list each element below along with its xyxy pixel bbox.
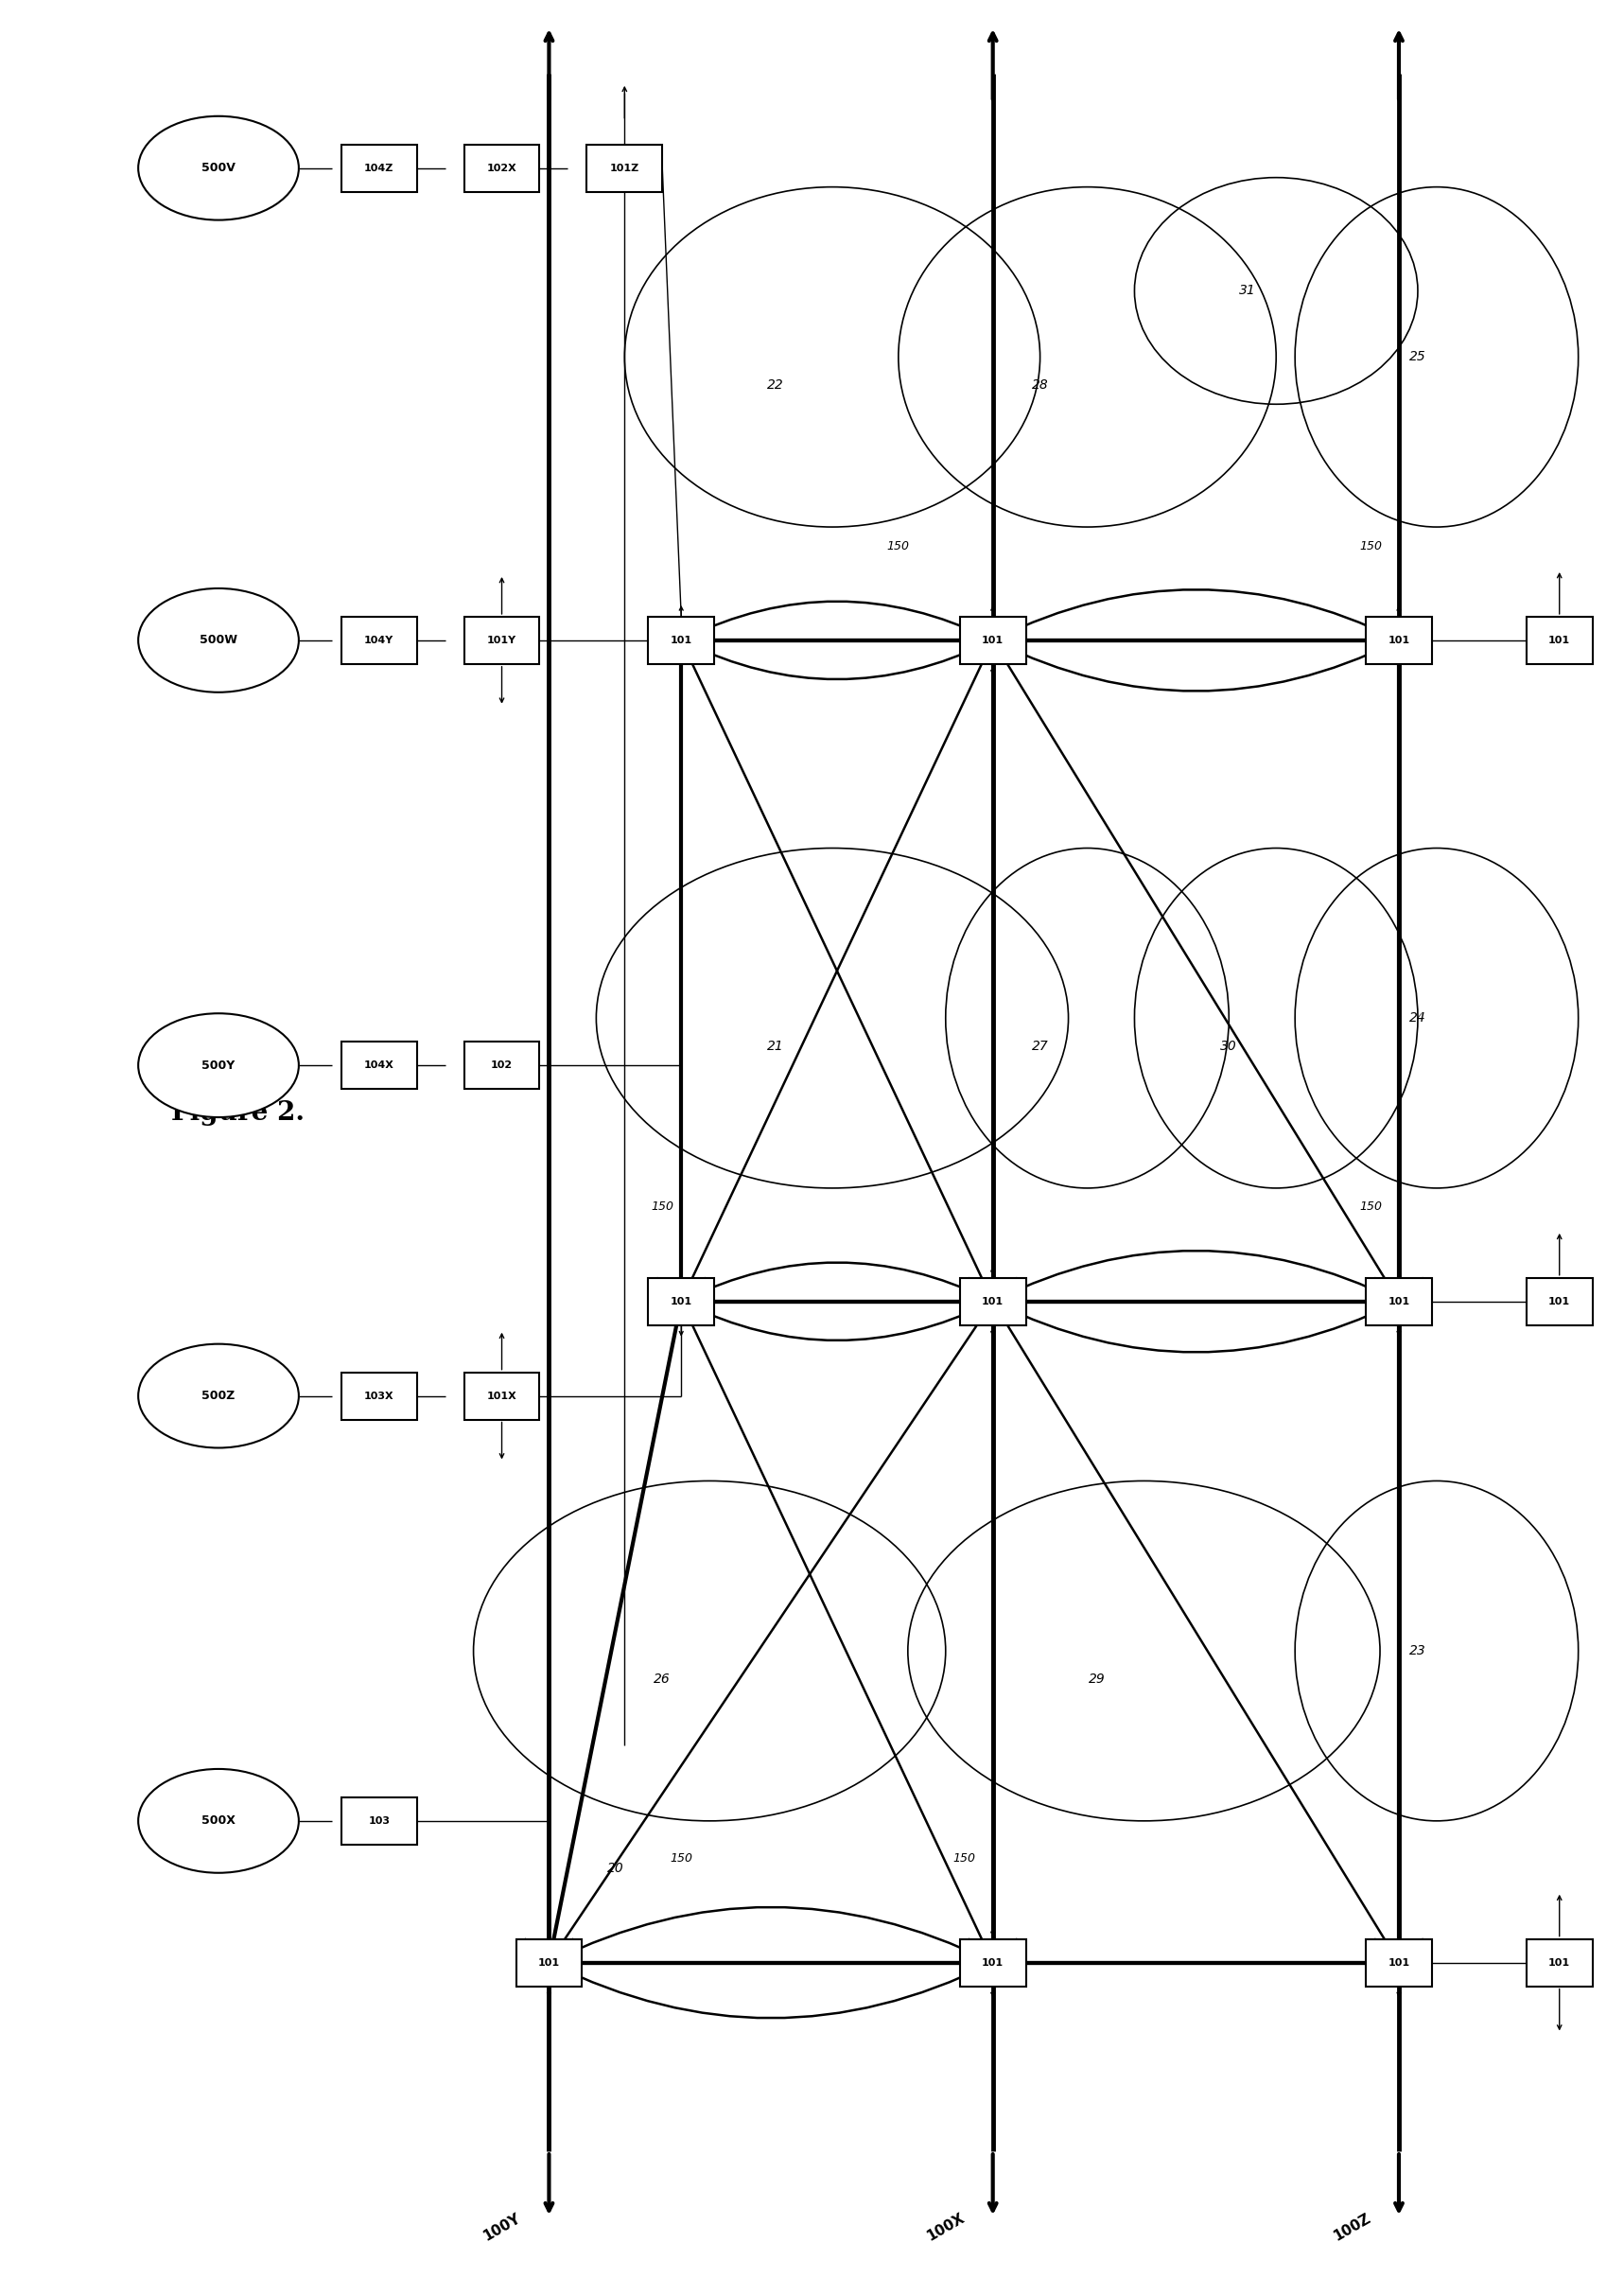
FancyBboxPatch shape xyxy=(648,617,715,663)
Text: 150: 150 xyxy=(669,1852,692,1866)
Text: 30: 30 xyxy=(1221,1040,1237,1053)
Text: 100Y: 100Y xyxy=(481,2210,523,2242)
FancyBboxPatch shape xyxy=(341,145,417,193)
FancyBboxPatch shape xyxy=(586,145,663,193)
Text: 500Z: 500Z xyxy=(201,1391,235,1402)
FancyBboxPatch shape xyxy=(341,617,417,663)
FancyBboxPatch shape xyxy=(960,617,1026,663)
Text: 101: 101 xyxy=(1389,636,1410,645)
FancyArrowPatch shape xyxy=(996,590,1397,638)
FancyBboxPatch shape xyxy=(960,1278,1026,1324)
Text: 22: 22 xyxy=(767,379,784,392)
Text: 101: 101 xyxy=(1548,636,1570,645)
Text: 103: 103 xyxy=(369,1815,390,1825)
Ellipse shape xyxy=(138,1014,299,1118)
FancyBboxPatch shape xyxy=(341,1372,417,1421)
FancyBboxPatch shape xyxy=(516,1939,581,1985)
Ellipse shape xyxy=(138,588,299,693)
Text: 101: 101 xyxy=(983,1297,1004,1306)
Text: 103X: 103X xyxy=(364,1391,395,1400)
Text: 25: 25 xyxy=(1410,351,1426,363)
Text: 101: 101 xyxy=(983,636,1004,645)
FancyArrowPatch shape xyxy=(684,1304,991,1340)
FancyArrowPatch shape xyxy=(996,643,1397,691)
Text: 101: 101 xyxy=(1548,1958,1570,1967)
Text: 104Z: 104Z xyxy=(364,163,395,172)
Text: 150: 150 xyxy=(1359,539,1382,553)
Text: 102X: 102X xyxy=(487,163,516,172)
Text: 101: 101 xyxy=(671,636,692,645)
Text: 27: 27 xyxy=(1031,1040,1049,1053)
Text: 150: 150 xyxy=(887,539,909,553)
Text: 150: 150 xyxy=(953,1852,976,1866)
Text: 29: 29 xyxy=(1088,1673,1104,1687)
FancyBboxPatch shape xyxy=(341,1797,417,1845)
Text: 150: 150 xyxy=(651,1200,674,1214)
FancyBboxPatch shape xyxy=(464,1372,539,1421)
Text: 102: 102 xyxy=(490,1060,513,1069)
Text: 101Y: 101Y xyxy=(487,636,516,645)
FancyArrowPatch shape xyxy=(996,1304,1397,1352)
Ellipse shape xyxy=(138,1769,299,1873)
FancyBboxPatch shape xyxy=(648,1278,715,1324)
FancyArrowPatch shape xyxy=(552,1907,991,1962)
FancyBboxPatch shape xyxy=(960,1939,1026,1985)
Text: 150: 150 xyxy=(1359,1200,1382,1214)
Text: 104X: 104X xyxy=(364,1060,395,1069)
Text: 101: 101 xyxy=(671,1297,692,1306)
Text: 500X: 500X xyxy=(201,1815,235,1827)
Text: 500Y: 500Y xyxy=(201,1060,235,1072)
Text: 101Z: 101Z xyxy=(609,163,640,172)
Text: 23: 23 xyxy=(1410,1643,1426,1657)
Text: 101: 101 xyxy=(1389,1958,1410,1967)
FancyArrowPatch shape xyxy=(684,601,991,638)
FancyBboxPatch shape xyxy=(464,617,539,663)
Text: 101: 101 xyxy=(1548,1297,1570,1306)
Text: 500W: 500W xyxy=(200,633,237,647)
Text: 28: 28 xyxy=(1031,379,1049,392)
FancyBboxPatch shape xyxy=(1527,617,1593,663)
FancyBboxPatch shape xyxy=(1366,1939,1432,1985)
FancyBboxPatch shape xyxy=(464,145,539,193)
Text: 500V: 500V xyxy=(201,163,235,174)
FancyBboxPatch shape xyxy=(1366,1278,1432,1324)
Text: Figure 2.: Figure 2. xyxy=(171,1099,305,1125)
FancyBboxPatch shape xyxy=(341,1042,417,1088)
Text: 31: 31 xyxy=(1239,285,1257,298)
Text: 101: 101 xyxy=(983,1958,1004,1967)
Text: 21: 21 xyxy=(767,1040,784,1053)
FancyBboxPatch shape xyxy=(464,1042,539,1088)
FancyBboxPatch shape xyxy=(1366,617,1432,663)
Text: 100Z: 100Z xyxy=(1330,2210,1372,2242)
Text: 101: 101 xyxy=(1389,1297,1410,1306)
FancyArrowPatch shape xyxy=(684,643,991,679)
Text: 20: 20 xyxy=(607,1861,624,1875)
Text: 100X: 100X xyxy=(924,2210,966,2245)
Text: 104Y: 104Y xyxy=(364,636,393,645)
Text: 26: 26 xyxy=(654,1673,671,1687)
Text: 101X: 101X xyxy=(487,1391,516,1400)
Text: 24: 24 xyxy=(1410,1012,1426,1026)
FancyArrowPatch shape xyxy=(996,1251,1397,1301)
Text: 101: 101 xyxy=(538,1958,560,1967)
Ellipse shape xyxy=(138,117,299,220)
Ellipse shape xyxy=(138,1345,299,1448)
FancyArrowPatch shape xyxy=(684,1262,991,1301)
FancyBboxPatch shape xyxy=(1527,1278,1593,1324)
FancyBboxPatch shape xyxy=(1527,1939,1593,1985)
FancyArrowPatch shape xyxy=(552,1965,991,2017)
